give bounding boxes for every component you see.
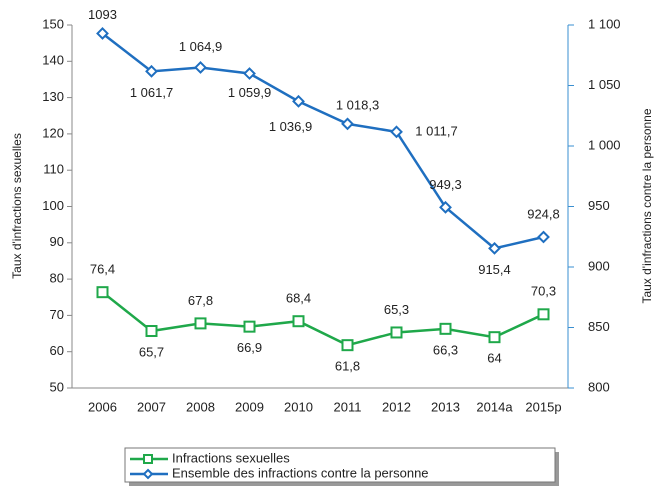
data-label: 1 036,9 xyxy=(269,119,312,134)
legend-box xyxy=(124,447,556,483)
data-label: 1 011,7 xyxy=(415,123,457,138)
y-tick-label: 100 xyxy=(42,198,64,213)
marker xyxy=(292,94,305,108)
data-label: 66,9 xyxy=(237,340,262,355)
marker xyxy=(243,320,256,333)
y-tick-label: 50 xyxy=(50,379,64,394)
data-label: 67,8 xyxy=(188,293,213,308)
marker xyxy=(488,331,501,344)
data-label: 1093 xyxy=(88,7,117,22)
marker xyxy=(243,67,256,80)
marker xyxy=(537,308,550,321)
marker xyxy=(96,27,109,40)
y2-tick-label: 950 xyxy=(588,198,610,213)
y-tick-label: 150 xyxy=(42,16,64,31)
marker xyxy=(194,317,207,330)
y2-tick-label: 800 xyxy=(588,379,610,394)
x-tick-label: 2010 xyxy=(284,399,313,414)
y2-tick-label: 1 000 xyxy=(588,137,621,152)
x-tick-label: 2012 xyxy=(382,399,411,414)
y-tick-label: 70 xyxy=(50,307,64,322)
data-label: 61,8 xyxy=(335,359,360,374)
marker xyxy=(292,315,305,328)
legend-label: Ensemble des infractions contre la perso… xyxy=(172,465,429,480)
data-label: 66,3 xyxy=(433,342,458,357)
x-tick-label: 2013 xyxy=(431,399,460,414)
data-label: 949,3 xyxy=(429,177,462,192)
data-label: 68,4 xyxy=(286,291,311,306)
y-tick-label: 130 xyxy=(42,89,64,104)
x-tick-label: 2007 xyxy=(137,399,166,414)
data-label: 65,7 xyxy=(139,344,164,359)
marker xyxy=(341,117,354,131)
x-tick-label: 2011 xyxy=(334,399,362,414)
data-label: 1 064,9 xyxy=(179,39,222,54)
marker xyxy=(145,325,158,338)
y-tick-label: 110 xyxy=(43,162,64,177)
legend-marker xyxy=(142,468,154,480)
x-tick-label: 2014a xyxy=(476,399,513,414)
marker xyxy=(145,64,158,78)
y-tick-label: 90 xyxy=(50,234,64,249)
y-axis-title: Taux d'infractions sexuelles xyxy=(10,133,24,279)
y-tick-label: 60 xyxy=(50,343,64,358)
y2-tick-label: 1 050 xyxy=(588,77,621,92)
marker xyxy=(439,322,452,335)
marker xyxy=(488,241,501,255)
data-label: 924,8 xyxy=(527,206,560,221)
marker xyxy=(341,339,354,352)
marker xyxy=(194,61,207,74)
data-label: 76,4 xyxy=(90,262,115,277)
legend-marker xyxy=(143,454,153,464)
marker xyxy=(390,125,403,139)
marker xyxy=(537,230,550,244)
y-tick-label: 80 xyxy=(50,271,64,286)
series-line xyxy=(101,32,544,250)
marker xyxy=(439,200,452,214)
y2-tick-label: 900 xyxy=(588,258,610,273)
y2-axis-title: Taux d'infractions contre la personne xyxy=(640,108,654,303)
marker xyxy=(96,286,109,299)
x-tick-label: 2009 xyxy=(235,399,264,414)
legend-label: Infractions sexuelles xyxy=(172,450,290,465)
data-label: 1 018,3 xyxy=(336,97,379,112)
x-tick-label: 2015p xyxy=(525,399,561,414)
data-label: 65,3 xyxy=(384,302,409,317)
x-tick-label: 2008 xyxy=(186,399,215,414)
data-label: 1 059,9 xyxy=(228,85,271,100)
x-tick-label: 2006 xyxy=(88,399,117,414)
data-label: 915,4 xyxy=(478,262,511,277)
y2-tick-label: 1 100 xyxy=(588,16,621,31)
y-tick-label: 120 xyxy=(42,125,64,140)
y-tick-label: 140 xyxy=(42,53,64,68)
series-line xyxy=(101,291,545,347)
data-label: 1 061,7 xyxy=(130,85,173,100)
y2-tick-label: 850 xyxy=(588,319,610,334)
data-label: 70,3 xyxy=(531,284,556,299)
marker xyxy=(390,326,403,339)
data-label: 64 xyxy=(487,351,501,366)
